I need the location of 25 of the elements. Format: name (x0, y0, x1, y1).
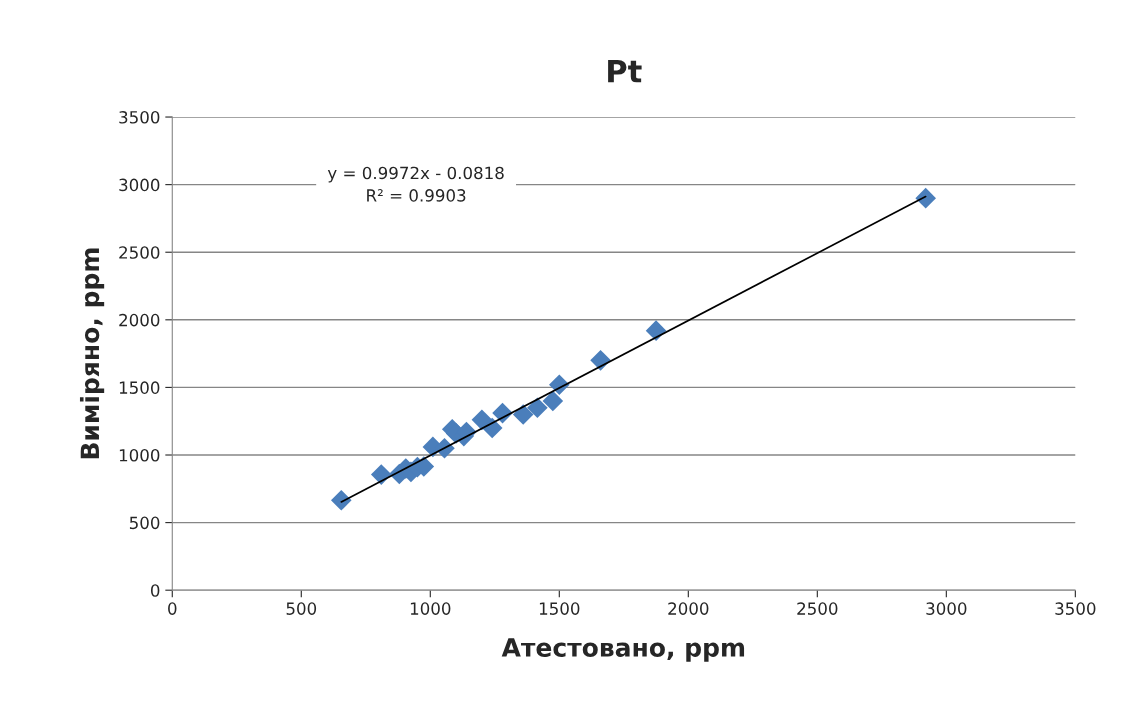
y-tick-label: 3000 (119, 178, 160, 192)
x-tick-label: 2000 (668, 602, 709, 615)
chart-title: Pt (608, 60, 642, 83)
x-tick-label: 500 (286, 602, 317, 615)
x-tick-label: 3000 (926, 602, 967, 615)
x-tick-label: 2500 (797, 602, 838, 615)
y-tick-label: 1500 (119, 381, 160, 394)
x-tick-label: 1000 (410, 602, 451, 615)
y-tick-label: 1000 (119, 448, 160, 462)
y-tick-label: 2000 (119, 313, 160, 327)
y-tick-label: 3500 (119, 111, 160, 124)
y-tick-label: 0 (150, 584, 160, 597)
x-tick-label: 1500 (539, 602, 580, 615)
y-tick-label: 2500 (119, 246, 160, 259)
point (512, 404, 534, 425)
point (527, 397, 548, 418)
point (330, 490, 352, 511)
y-tick-label: 500 (129, 516, 160, 530)
annotation: y = 0.9972x - 0.0818 R² = 0.9903 (327, 166, 504, 202)
point (542, 390, 564, 412)
y-axis-title: Виміряно, ppm (79, 248, 105, 459)
x-axis-title: Атестовано, ppm (501, 638, 745, 662)
x-tick-label: 3500 (1055, 602, 1096, 615)
x-tick-label: 0 (168, 602, 177, 615)
point (915, 187, 936, 209)
